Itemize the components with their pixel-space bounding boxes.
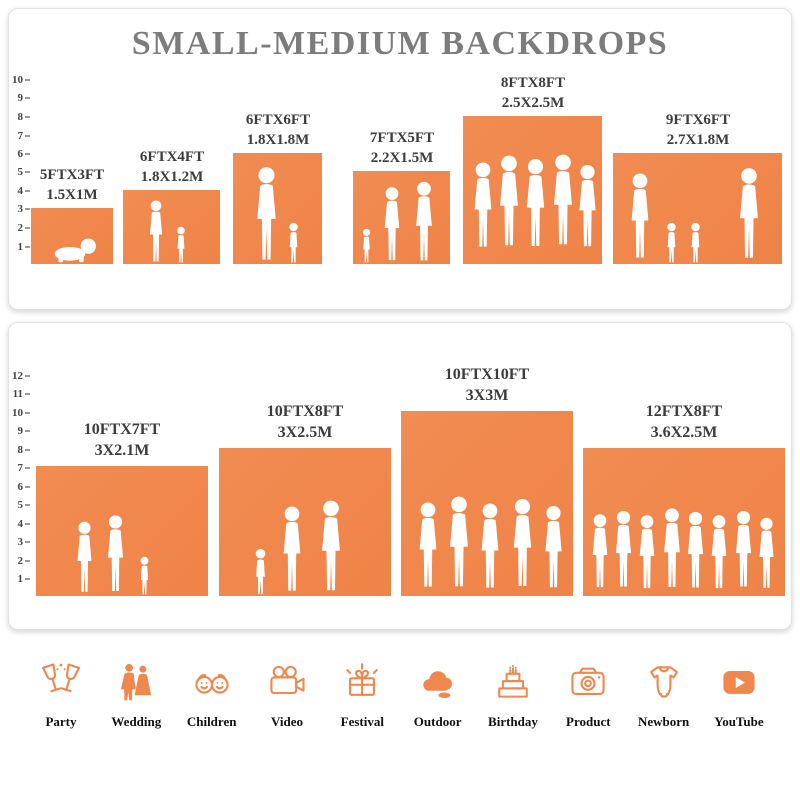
category-label: Outdoor [413,714,462,729]
bar-9ftx6ft [613,153,782,264]
category-product: Product [555,660,621,730]
size-label: 7FTX5FT 2.2X1.5M [369,130,435,166]
category-newborn: Newborn [631,660,697,730]
axis-tick: 11 [10,387,30,401]
axis-tick: 9 [10,91,30,105]
people-silhouette [474,154,596,247]
panel-small-medium: SMALL-MEDIUM BACKDROPS 10 9 8 7 6 5 4 3 … [8,8,792,310]
axis-tick: 4 [10,184,30,198]
size-label: 12FTX8FT 3.6X2.5M [645,403,723,442]
axis-tick: 1 [10,240,30,254]
people-silhouette [592,508,774,589]
category-label: Children [186,714,237,729]
wedding-icon [114,660,158,709]
category-label: Video [270,714,303,729]
bar-10ftx8ft [219,448,391,596]
size-label: 8FTX8FT 2.5X2.5M [500,75,566,111]
people-silhouette [257,167,298,263]
axis-tick: 7 [10,129,30,143]
people-silhouette [77,515,149,595]
axis-tick: 12 [10,369,30,383]
axis-tick: 5 [10,165,30,179]
bar-6ftx6ft [233,153,322,264]
product-icon [566,660,610,709]
category-outdoor: Outdoor [405,660,471,730]
axis-tick: 6 [10,147,30,161]
people-silhouette [362,181,432,263]
category-party: Party [28,660,94,730]
bar-10ftx10ft [401,411,573,596]
bar-12ftx8ft [583,448,785,596]
axis-tick: 3 [10,535,30,549]
video-icon [265,660,309,709]
size-label: 6FTX4FT 1.8X1.2M [139,149,205,185]
party-icon [39,660,83,709]
bar-10ftx7ft [36,466,208,596]
category-label: Party [45,714,77,729]
category-festival: Festival [329,660,395,730]
page-title: SMALL-MEDIUM BACKDROPS [131,25,669,62]
category-video: Video [254,660,320,730]
bar-8ftx8ft [463,116,602,264]
size-label: 10FTX10FT 3X3M [444,366,530,405]
category-label: Wedding [111,714,162,729]
size-label: 9FTX6FT 2.7X1.8M [665,112,731,148]
category-youtube: YouTube [706,660,772,730]
axis-tick: 8 [10,443,30,457]
panel-large: 12 11 10 9 8 7 6 5 4 3 2 1 10FTX7FT 3X2.1… [8,322,792,630]
size-label: 5FTX3FT 1.5X1M [39,167,105,203]
people-silhouette [255,500,340,595]
bar-7ftx5ft [353,171,450,264]
bar-6ftx4ft [123,190,220,264]
people-silhouette [54,238,96,263]
bar-5ftx3ft [31,208,113,264]
axis-tick: 8 [10,110,30,124]
people-silhouette [149,200,185,263]
birthday-icon [491,660,535,709]
children-icon [190,660,234,709]
axis-tick: 7 [10,461,30,475]
size-label: 10FTX7FT 3X2.1M [83,421,161,460]
size-label: 10FTX8FT 3X2.5M [266,403,344,442]
axis-tick: 2 [10,554,30,568]
axis-tick: 5 [10,498,30,512]
category-label: YouTube [714,714,764,729]
outdoor-icon [416,660,460,709]
axis-tick: 9 [10,424,30,438]
category-label: Product [566,714,611,729]
axis-tick: 1 [10,572,30,586]
category-wedding: Wedding [103,660,169,730]
people-silhouette [419,496,562,588]
category-label: Festival [340,714,384,729]
axis-tick: 3 [10,202,30,216]
axis-tick: 2 [10,221,30,235]
axis-tick: 10 [10,406,30,420]
newborn-icon [642,660,686,709]
category-label: Birthday [488,714,538,729]
axis-tick: 10 [10,73,30,87]
category-label: Newborn [637,714,690,729]
youtube-icon [717,660,761,709]
category-row: Party Wedding Children [8,660,792,730]
festival-icon [340,660,384,709]
axis-tick: 4 [10,517,30,531]
axis-tick: 6 [10,480,30,494]
category-children: Children [179,660,245,730]
people-silhouette [631,168,758,263]
category-birthday: Birthday [480,660,546,730]
size-label: 6FTX6FT 1.8X1.8M [245,112,311,148]
